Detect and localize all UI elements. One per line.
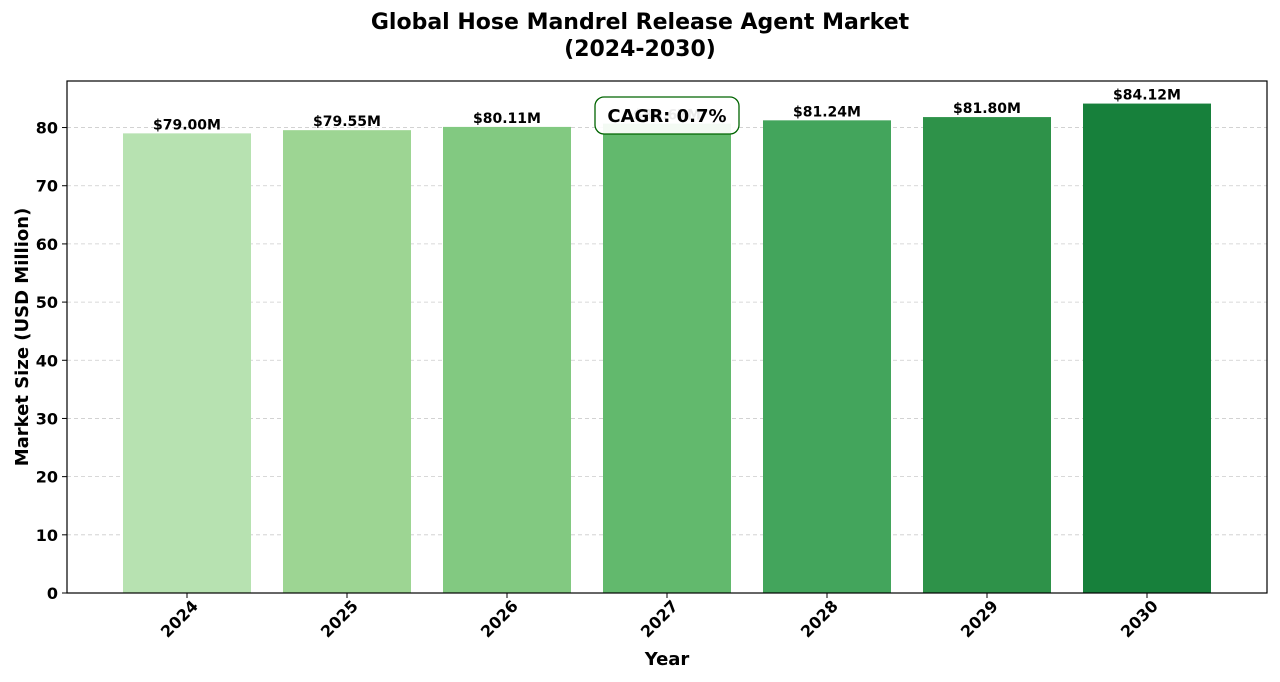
- bar-2029: [923, 117, 1051, 593]
- chart-title: Global Hose Mandrel Release Agent Market: [370, 10, 910, 35]
- bar-2027: [603, 123, 731, 593]
- bar-2030: [1083, 103, 1211, 593]
- y-tick-label: 10: [36, 526, 58, 545]
- y-tick-label: 80: [36, 119, 58, 138]
- bar-value-label: $84.12M: [1113, 88, 1181, 104]
- bar-value-labels: $79.00M$79.55M$80.11M$80.67M$81.24M$81.8…: [153, 88, 1181, 134]
- x-tick-label: 2025: [317, 596, 362, 641]
- x-tick-label: 2029: [957, 596, 1002, 641]
- cagr-text: CAGR: 0.7%: [607, 106, 726, 127]
- bar-value-label: $79.00M: [153, 117, 221, 133]
- cagr-annotation: CAGR: 0.7%: [594, 96, 740, 135]
- y-axis-ticks: 0 10 20 30 40 50 60 70 80: [36, 119, 67, 603]
- x-tick-label: 2027: [637, 596, 682, 641]
- grid-lines: [67, 127, 1267, 536]
- cagr-box-background: [594, 96, 740, 135]
- x-tick-label: 2026: [477, 596, 522, 641]
- y-tick-label: 50: [36, 293, 58, 312]
- y-tick-label: 60: [36, 235, 58, 254]
- x-tick-label: 2030: [1117, 596, 1162, 641]
- bars: [123, 103, 1211, 594]
- chart-subtitle: (2024-2030): [564, 37, 716, 62]
- x-axis-ticks: 2024 2025 2026 2027 2028 2029 2030: [157, 593, 1162, 641]
- bar-value-label: $81.80M: [953, 101, 1021, 117]
- y-tick-label: 40: [36, 351, 58, 370]
- bar-2025: [283, 130, 411, 593]
- y-tick-label: 0: [47, 584, 58, 603]
- bar-value-label: $79.55M: [313, 114, 381, 130]
- y-tick-label: 30: [36, 409, 58, 428]
- bar-2024: [123, 133, 251, 593]
- y-axis-label: Market Size (USD Million): [12, 208, 33, 467]
- y-tick-label: 70: [36, 177, 58, 196]
- x-axis-label: Year: [644, 649, 690, 670]
- y-tick-label: 20: [36, 468, 58, 487]
- x-tick-label: 2024: [157, 596, 202, 641]
- bar-value-label: $80.11M: [473, 111, 541, 127]
- x-tick-label: 2028: [797, 596, 842, 641]
- bar-value-label: $81.24M: [793, 104, 861, 120]
- bar-2028: [763, 120, 891, 594]
- bar-2026: [443, 126, 571, 593]
